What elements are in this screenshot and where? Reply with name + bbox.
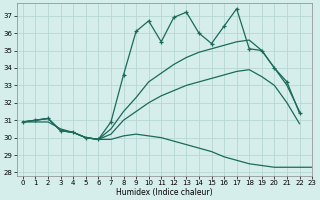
X-axis label: Humidex (Indice chaleur): Humidex (Indice chaleur) (116, 188, 213, 197)
